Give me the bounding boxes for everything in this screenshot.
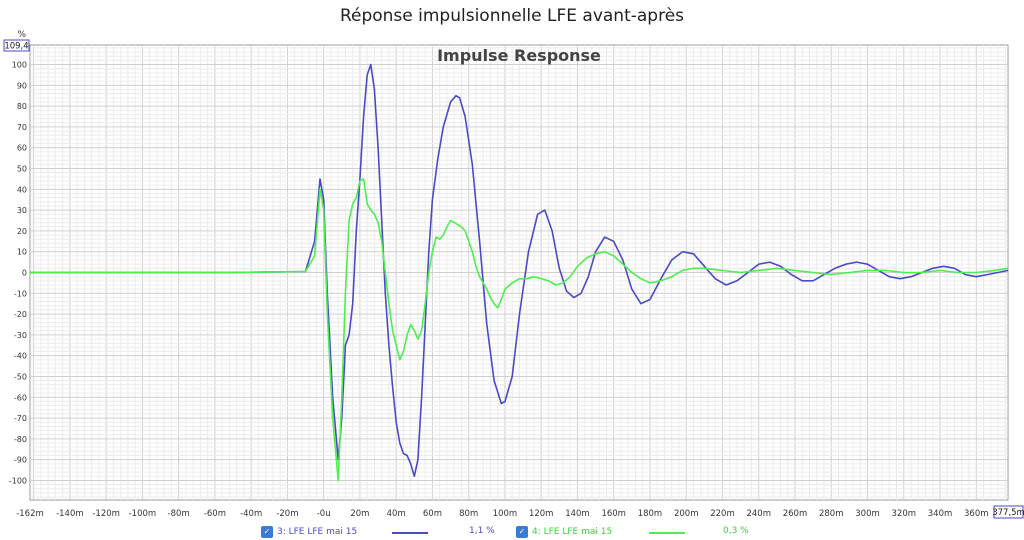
y-tick-label: -50 (14, 372, 27, 381)
legend-item-series-2[interactable]: ✓ 4: LFE LFE mai 15 (516, 526, 612, 538)
x-tick-label: -100m (129, 509, 157, 519)
y-tick-label: 0 (22, 269, 27, 278)
page-title: Réponse impulsionnelle LFE avant-après (339, 6, 685, 26)
y-tick-label: -100 (9, 476, 27, 485)
checkbox-checked-icon[interactable]: ✓ (261, 526, 273, 538)
y-tick-label: 70 (17, 123, 27, 132)
y-tick-label: 30 (17, 206, 27, 215)
y-tick-label: -30 (14, 331, 27, 340)
x-tick-label: 360m (964, 509, 989, 519)
legend-value-series-1: 1,1 % (469, 526, 495, 536)
y-tick-label: 90 (17, 81, 27, 90)
y-top-readout[interactable]: 109,4 (3, 39, 30, 52)
y-top-readout-label: 109,4 (4, 42, 28, 52)
axes: 1009080706050403020100-10-20-30-40-50-60… (9, 61, 989, 519)
legend-swatch-series-2 (649, 532, 685, 534)
x-tick-label: 160m (601, 509, 626, 519)
x-tick-label: 140m (565, 509, 590, 519)
x-tick-label: 80m (459, 509, 478, 519)
legend-swatch-series-1 (392, 532, 428, 534)
checkbox-checked-icon[interactable]: ✓ (516, 526, 528, 538)
series-layer (30, 63, 1009, 482)
y-tick-label: 40 (17, 185, 27, 194)
y-tick-label: -20 (14, 310, 27, 319)
y-tick-label: -80 (14, 435, 27, 444)
y-tick-label: 60 (17, 144, 27, 153)
legend-label-series-1: 3: LFE LFE mai 15 (277, 527, 358, 537)
x-tick-label: -120m (92, 509, 120, 519)
x-right-readout-label: 377,5m (992, 508, 1024, 518)
x-tick-label: 60m (423, 509, 442, 519)
y-tick-label: -40 (14, 352, 27, 361)
y-tick-label: -90 (14, 456, 27, 465)
y-tick-label: 10 (17, 248, 27, 257)
x-tick-label: -60m (204, 509, 226, 519)
x-tick-label: 280m (819, 509, 844, 519)
x-tick-label: -140m (56, 509, 84, 519)
y-tick-label: 100 (12, 61, 27, 70)
y-tick-label: 20 (17, 227, 27, 236)
x-tick-label: 320m (892, 509, 917, 519)
x-tick-label: 240m (746, 509, 771, 519)
x-tick-label: 200m (674, 509, 699, 519)
y-tick-label: -70 (14, 414, 27, 423)
x-tick-label: 180m (638, 509, 663, 519)
x-tick-label: -162m (16, 509, 44, 519)
x-tick-label: 260m (783, 509, 808, 519)
series-line-1 (30, 63, 1009, 478)
y-tick-label: -60 (14, 393, 27, 402)
x-tick-label: 40m (387, 509, 406, 519)
series-line-2 (30, 178, 1009, 482)
y-tick-label: 50 (17, 165, 27, 174)
y-tick-label: 80 (17, 102, 27, 111)
x-tick-label: 340m (928, 509, 953, 519)
x-tick-label: 20m (350, 509, 369, 519)
legend: ✓ 3: LFE LFE mai 15 1,1 % ✓ 4: LFE LFE m… (0, 526, 1024, 540)
x-right-readout[interactable]: 377,5m (992, 505, 1024, 519)
legend-label-series-2: 4: LFE LFE mai 15 (532, 527, 613, 537)
y-tick-label: -10 (14, 289, 27, 298)
x-tick-label: -80m (168, 509, 190, 519)
x-tick-label: -20m (276, 509, 298, 519)
x-tick-label: 300m (855, 509, 880, 519)
chart-title: Impulse Response (437, 46, 601, 65)
x-tick-label: 120m (529, 509, 554, 519)
x-tick-label: -40m (240, 509, 262, 519)
y-axis-unit: % (17, 30, 26, 40)
legend-item-series-1[interactable]: ✓ 3: LFE LFE mai 15 (261, 526, 357, 538)
x-tick-label: 100m (493, 509, 518, 519)
x-tick-label: -0u (317, 509, 331, 519)
legend-value-series-2: 0,3 % (723, 526, 749, 536)
x-tick-label: 220m (710, 509, 735, 519)
